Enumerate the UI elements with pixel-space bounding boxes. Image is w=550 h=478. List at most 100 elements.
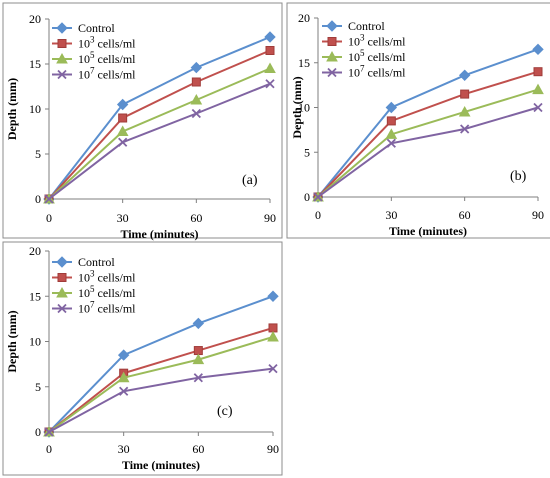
series-line-3: [317, 106, 539, 198]
legend-label-unit: cells/ml: [95, 68, 137, 82]
x-axis-title: Time (minutes): [389, 224, 467, 238]
series-line-0: [48, 295, 274, 433]
legend-marker: [56, 286, 68, 298]
series-line-0: [48, 36, 271, 200]
legend-label: 105 cells/ml: [348, 48, 406, 64]
data-point: [264, 31, 276, 43]
series-line-1: [317, 70, 539, 198]
x-tick-label: 60: [190, 211, 202, 225]
panel-label: (a): [242, 173, 258, 188]
data-point: [44, 427, 54, 437]
legend-label-unit: cells/ml: [95, 302, 137, 316]
legend-label-base: 10: [348, 66, 360, 80]
legend-label: 105 cells/ml: [78, 284, 136, 300]
legend-label: 107 cells/ml: [348, 64, 406, 80]
data-point: [191, 108, 201, 119]
legend-label-unit: cells/ml: [365, 66, 407, 80]
legend-label: Control: [78, 255, 115, 269]
data-point: [533, 102, 543, 113]
legend-label-exponent: 7: [90, 300, 95, 310]
x-tick-label: 30: [385, 208, 397, 222]
data-point: [385, 128, 398, 139]
x-tick-label: 90: [264, 211, 276, 225]
y-tick-label: 15: [29, 57, 41, 71]
legend-label-exponent: 3: [90, 35, 95, 45]
legend-label-unit: cells/ml: [365, 50, 407, 64]
legend-marker: [56, 52, 68, 64]
y-tick-label: 0: [35, 192, 41, 206]
y-tick-label: 20: [29, 244, 41, 258]
legend-label-exponent: 7: [90, 66, 95, 76]
series-line-1: [48, 49, 271, 200]
data-point: [532, 83, 544, 95]
legend-label-name: Control: [348, 19, 385, 33]
legend-marker: [57, 39, 67, 48]
legend-label-unit: cells/ml: [95, 52, 137, 66]
legend-label-unit: cells/ml: [365, 35, 407, 49]
legend-marker: [57, 69, 67, 80]
data-point: [117, 371, 130, 383]
data-point: [268, 323, 278, 333]
data-point: [460, 124, 470, 134]
legend-marker: [57, 273, 67, 282]
data-point: [118, 137, 128, 147]
series-line-2: [317, 88, 539, 198]
data-point: [458, 69, 471, 81]
data-point: [190, 61, 203, 74]
data-point: [116, 98, 129, 111]
y-axis-title: Depth (mm): [290, 76, 304, 138]
y-tick-label: 20: [29, 12, 41, 26]
data-point: [265, 46, 275, 55]
data-point: [265, 79, 275, 89]
x-tick-label: 0: [46, 442, 52, 456]
data-point: [385, 101, 398, 114]
legend-label-base: 10: [78, 68, 90, 82]
data-point: [193, 346, 203, 356]
y-tick-label: 20: [298, 11, 310, 25]
data-point: [190, 93, 203, 105]
x-tick-label: 0: [46, 211, 52, 225]
y-tick-label: 5: [35, 147, 41, 161]
legend-label-exponent: 3: [90, 269, 95, 279]
legend-label-name: Control: [78, 21, 115, 35]
legend-label-base: 10: [78, 271, 90, 285]
panel-label: (b): [510, 169, 527, 184]
legend-marker: [56, 256, 68, 268]
data-point: [191, 77, 201, 87]
data-point: [532, 43, 544, 56]
data-point: [386, 116, 396, 126]
data-point: [44, 194, 54, 204]
x-tick-label: 90: [532, 208, 544, 222]
legend-label: 107 cells/ml: [78, 300, 136, 316]
data-point: [192, 317, 205, 330]
legend-marker: [57, 303, 67, 314]
data-point: [193, 373, 203, 383]
legend-marker: [327, 37, 337, 46]
y-tick-label: 0: [35, 425, 41, 439]
legend-label: Control: [348, 19, 385, 33]
legend-label: 103 cells/ml: [348, 33, 406, 49]
x-tick-label: 60: [459, 208, 471, 222]
y-tick-label: 10: [29, 102, 41, 116]
legend-label-exponent: 5: [360, 48, 365, 58]
panel-label: (c): [217, 404, 233, 419]
data-point: [460, 89, 470, 99]
legend-label-exponent: 5: [90, 50, 95, 60]
data-point: [118, 113, 128, 123]
series-line-0: [317, 48, 539, 198]
series-line-2: [48, 67, 271, 200]
panel-frame: [286, 2, 550, 239]
x-axis-title: Time (minutes): [122, 458, 200, 472]
legend-label: 107 cells/ml: [78, 66, 136, 82]
legend-label-base: 10: [78, 37, 90, 51]
legend-label: Control: [78, 21, 115, 35]
y-tick-label: 15: [298, 56, 310, 70]
legend-label-name: Control: [78, 255, 115, 269]
legend-marker: [326, 50, 338, 62]
